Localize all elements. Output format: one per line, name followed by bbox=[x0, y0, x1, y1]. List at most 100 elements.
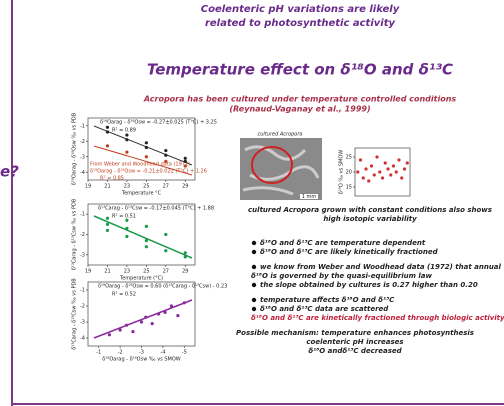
x-tick-label: -1 bbox=[96, 350, 101, 356]
point bbox=[107, 333, 111, 337]
point bbox=[105, 228, 110, 233]
point bbox=[183, 251, 187, 255]
y-tick-label: -3 bbox=[80, 154, 85, 160]
point bbox=[125, 226, 129, 230]
point bbox=[367, 179, 371, 183]
conclusion-text: Possible mechanism: temperature enhances… bbox=[236, 329, 474, 337]
point bbox=[139, 320, 144, 324]
y-tick-label: -2 bbox=[80, 304, 85, 310]
annotation: From Weber and Woodhead data (1972) bbox=[90, 162, 190, 168]
y-tick-label: -2 bbox=[80, 139, 85, 145]
y-tick-label: 25 bbox=[346, 155, 352, 161]
x-tick-label: 27 bbox=[163, 269, 169, 275]
y-tick-label: 20 bbox=[346, 170, 352, 176]
y-tick-label: -1 bbox=[80, 212, 85, 218]
x-tick-label: 19 bbox=[85, 269, 91, 275]
y-axis-label: δ¹⁸O ‰ vs SMOW bbox=[339, 150, 345, 194]
bullet-dot bbox=[251, 297, 257, 303]
x-tick-label: 25 bbox=[143, 184, 149, 190]
annotation: R² = 0.85 bbox=[100, 176, 124, 182]
point bbox=[118, 328, 122, 332]
point bbox=[375, 155, 379, 159]
point bbox=[144, 155, 148, 159]
point bbox=[397, 158, 401, 162]
subtitle: (Reynaud-Vaganay et al., 1999) bbox=[229, 105, 370, 114]
fit-line bbox=[93, 145, 193, 176]
y-axis-label: δ¹³Carag - δ¹³Csw ‰ vs PDB bbox=[72, 278, 78, 350]
x-tick-label: -2 bbox=[118, 350, 123, 356]
point bbox=[163, 310, 167, 314]
image-label: cultured Acropora bbox=[258, 132, 303, 138]
annotation: δ¹⁸Oarag - δ¹⁸Osw = -0.21±0.022 (T°C) + … bbox=[90, 169, 207, 175]
bullet-dot bbox=[251, 240, 257, 246]
point bbox=[131, 330, 135, 334]
x-axis-label: δ¹⁸Oarag - δ¹⁸Osw ‰ vs SMOW bbox=[102, 357, 181, 363]
point bbox=[183, 159, 187, 163]
point bbox=[105, 144, 110, 148]
x-tick-label: 29 bbox=[182, 184, 188, 190]
fit-line bbox=[93, 215, 193, 259]
y-tick-label: -1 bbox=[80, 288, 85, 294]
bullet-text: δ¹⁸O and δ¹³C are temperature dependent bbox=[260, 239, 426, 247]
highlight-text: δ¹⁸O and δ¹³C are kinetically fractioned… bbox=[251, 314, 504, 322]
bullet-dot bbox=[251, 282, 257, 288]
point bbox=[144, 245, 148, 249]
point bbox=[383, 161, 387, 165]
annotation: δ¹⁸Oarag - δ¹⁸Osw = 0.60 (δ¹³Carag - δ¹³… bbox=[98, 284, 227, 290]
point bbox=[125, 138, 129, 142]
x-axis-label: Temperature °C bbox=[121, 191, 162, 197]
subtitle: Acropora has been cultured under tempera… bbox=[143, 95, 457, 104]
y-tick-label: -4 bbox=[80, 336, 85, 342]
highlight-circle bbox=[251, 146, 293, 184]
point bbox=[150, 322, 154, 326]
bullet-text: δ¹⁸O and δ¹³C are likely kinetically fra… bbox=[260, 248, 439, 256]
point bbox=[144, 239, 148, 243]
point bbox=[144, 141, 148, 145]
point bbox=[144, 145, 148, 150]
bullet-dot bbox=[251, 264, 257, 270]
point bbox=[124, 323, 129, 327]
point bbox=[386, 167, 390, 171]
point bbox=[144, 224, 148, 228]
point bbox=[144, 315, 148, 319]
bullet-text: δ¹⁸O is governed by the quasi-equilibriu… bbox=[251, 272, 432, 280]
annotation: δ¹³Carag - δ¹³Csw = -0.17±0.045 (T°C) + … bbox=[98, 206, 214, 212]
y-tick-label: -1 bbox=[80, 123, 85, 129]
point bbox=[164, 232, 168, 237]
y-tick-label: -3 bbox=[80, 252, 85, 258]
point bbox=[378, 170, 382, 174]
annotation: δ¹⁸Oarag - δ¹⁸Osw = -0.27±0.025 (T°C) + … bbox=[100, 120, 217, 126]
fit-line bbox=[93, 299, 193, 339]
x-tick-label: 27 bbox=[163, 184, 169, 190]
point bbox=[358, 158, 363, 162]
bullet-text: temperature affects δ¹⁸O and δ¹³C bbox=[260, 296, 395, 304]
point bbox=[182, 301, 186, 305]
point bbox=[183, 156, 187, 160]
point bbox=[164, 159, 168, 163]
left-fragment: e? bbox=[0, 163, 19, 181]
point bbox=[125, 234, 129, 239]
caption: cultured Acropora grown with constant co… bbox=[248, 206, 492, 214]
point bbox=[372, 173, 376, 177]
point bbox=[164, 153, 168, 157]
point bbox=[183, 164, 187, 168]
y-tick-label: -4 bbox=[80, 170, 85, 176]
x-tick-label: -3 bbox=[139, 350, 144, 356]
x-tick-label: 23 bbox=[124, 269, 130, 275]
bullet-dot bbox=[251, 306, 257, 312]
point bbox=[105, 125, 110, 129]
heading: related to photosynthetic activity bbox=[205, 18, 396, 29]
x-tick-label: 25 bbox=[143, 269, 149, 275]
point bbox=[389, 173, 393, 177]
y-axis-label: δ¹⁸Oarag - δ¹⁸Osw ‰ vs PDB bbox=[72, 112, 78, 185]
point bbox=[183, 255, 187, 259]
annotation: R² = 0.89 bbox=[112, 128, 136, 134]
y-axis-label: δ¹³Carag - δ¹³Csw ‰ vs PDB bbox=[72, 198, 78, 270]
plot-frame bbox=[87, 117, 196, 181]
point bbox=[125, 218, 129, 222]
conclusion-text: coelenteric pH increases bbox=[306, 338, 403, 346]
annotation: R² = 0.52 bbox=[112, 292, 136, 298]
bullet-text: δ¹⁸O and δ¹³C data are scattered bbox=[260, 305, 389, 313]
